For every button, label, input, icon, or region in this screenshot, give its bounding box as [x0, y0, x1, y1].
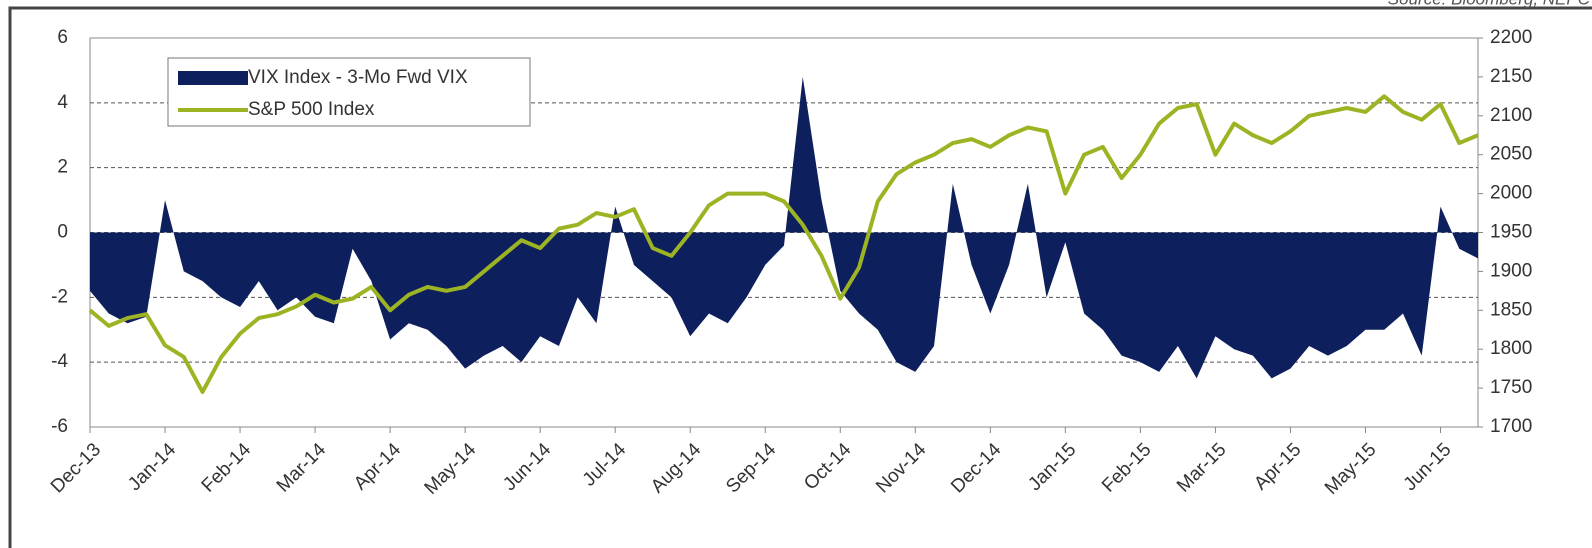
x-tick-label: Mar-15	[1173, 439, 1230, 496]
area	[90, 76, 1478, 379]
x-tick-label: Jun-15	[1400, 439, 1456, 495]
x-tick-label: Aug-14	[647, 439, 705, 497]
y2-tick-label: 1950	[1490, 222, 1532, 243]
y-tick-label: 0	[57, 222, 68, 243]
y2-tick-label: 2100	[1490, 105, 1532, 126]
x-tick-label: Nov-14	[872, 439, 930, 497]
legend-swatch	[178, 71, 248, 85]
y2-tick-label: 1800	[1490, 338, 1532, 359]
x-tick-label: Jan-14	[124, 439, 180, 495]
y-tick-label: 6	[57, 27, 68, 48]
x-tick-label: May-14	[421, 439, 481, 499]
x-tick-label: Dec-14	[947, 439, 1005, 497]
x-tick-label: Apr-15	[1250, 439, 1305, 494]
y2-tick-label: 1750	[1490, 377, 1532, 398]
y-tick-label: 4	[57, 92, 68, 113]
frame	[8, 6, 1592, 548]
source: Source: Bloomberg, NEPC	[1388, 0, 1591, 8]
legend-label: VIX Index - 3-Mo Fwd VIX	[248, 67, 468, 88]
y-tick-label: -6	[51, 416, 68, 437]
y2-tick-label: 2000	[1490, 183, 1532, 204]
x-tick-label: Feb-15	[1098, 439, 1155, 496]
y-tick-label: -4	[51, 351, 68, 372]
y2-tick-label: 2050	[1490, 144, 1532, 165]
legend-label: S&P 500 Index	[248, 99, 375, 120]
y2-tick-label: 1700	[1490, 416, 1532, 437]
line	[88, 94, 1479, 394]
x-tick-label: Dec-13	[47, 439, 105, 497]
y-tick-label: 2	[57, 157, 68, 178]
y2-tick-label: 2150	[1490, 66, 1532, 87]
x-tick-label: Feb-14	[198, 439, 256, 497]
x-tick-label: Jan-15	[1024, 439, 1080, 495]
y2-tick-label: 2200	[1490, 27, 1532, 48]
x-tick-label: Jul-14	[579, 439, 631, 491]
x-tick-label: Mar-14	[273, 439, 331, 497]
y-tick-label: -2	[51, 286, 68, 307]
y2-tick-label: 1900	[1490, 260, 1532, 281]
y2-tick-label: 1850	[1490, 299, 1532, 320]
legend-box	[167, 57, 531, 127]
x-tick-label: Apr-14	[350, 439, 405, 494]
x-tick-label: Jun-14	[499, 439, 555, 495]
x-tick-label: Sep-14	[722, 439, 780, 497]
x-tick-label: Oct-14	[800, 439, 855, 494]
x-tick-label: May-15	[1321, 439, 1381, 499]
